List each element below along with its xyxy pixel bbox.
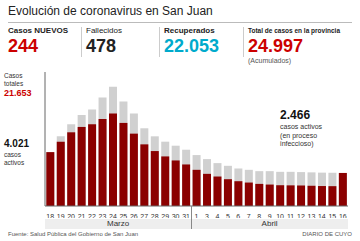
svg-text:14: 14 bbox=[318, 213, 326, 218]
svg-text:9: 9 bbox=[268, 213, 272, 218]
svg-text:3: 3 bbox=[205, 213, 209, 218]
svg-text:30: 30 bbox=[172, 213, 180, 218]
svg-text:25: 25 bbox=[119, 213, 127, 218]
html-text:Casos: Casos bbox=[4, 72, 23, 79]
html-text:Fallecidos: Fallecidos bbox=[86, 26, 122, 35]
svg-text:6: 6 bbox=[236, 213, 240, 218]
svg-text:10: 10 bbox=[276, 213, 284, 218]
html-text:Fuente: Salud Pública del Gobi: Fuente: Salud Pública del Gobierno de Sa… bbox=[8, 231, 139, 237]
svg-text:19: 19 bbox=[57, 213, 65, 218]
svg-text:22: 22 bbox=[88, 213, 96, 218]
html-text:21.653: 21.653 bbox=[4, 88, 32, 98]
html-text:DIARIO DE CUYO: DIARIO DE CUYO bbox=[302, 231, 352, 237]
html-text:Casos NUEVOS: Casos NUEVOS bbox=[8, 26, 68, 35]
svg-text:16: 16 bbox=[339, 213, 347, 218]
html-text:22.053: 22.053 bbox=[164, 36, 220, 56]
html-text:244: 244 bbox=[8, 36, 38, 56]
html-text:Abril: Abril bbox=[261, 219, 278, 228]
html-text:casos activos: casos activos bbox=[280, 123, 323, 130]
svg-text:13: 13 bbox=[308, 213, 316, 218]
svg-text:8: 8 bbox=[257, 213, 261, 218]
html-text:totales: totales bbox=[4, 79, 24, 87]
html-text:activos: activos bbox=[4, 158, 25, 166]
svg-text:27: 27 bbox=[140, 213, 148, 218]
svg-text:31: 31 bbox=[182, 213, 190, 218]
svg-text:28: 28 bbox=[151, 213, 159, 218]
html-text:4.021: 4.021 bbox=[4, 138, 29, 149]
html-text:casos: casos bbox=[4, 151, 21, 158]
html-text:Marzo: Marzo bbox=[107, 219, 130, 228]
svg-text:12: 12 bbox=[297, 213, 305, 218]
svg-text:11: 11 bbox=[287, 213, 294, 218]
html-text:2.466: 2.466 bbox=[280, 108, 311, 122]
svg-text:1: 1 bbox=[195, 213, 199, 218]
svg-text:21: 21 bbox=[78, 213, 86, 218]
svg-text:4: 4 bbox=[215, 213, 219, 218]
html-text:Total de casos en la provincia: Total de casos en la provincia bbox=[248, 27, 340, 34]
svg-text:18: 18 bbox=[46, 213, 54, 218]
svg-text:7: 7 bbox=[247, 213, 251, 218]
html-text:Recuperados: Recuperados bbox=[164, 26, 215, 35]
svg-text:29: 29 bbox=[161, 213, 169, 218]
svg-text:23: 23 bbox=[99, 213, 107, 218]
svg-text:24: 24 bbox=[109, 213, 117, 218]
svg-text:5: 5 bbox=[226, 213, 230, 218]
html-text:infeccioso): infeccioso) bbox=[280, 140, 314, 147]
html-text:24.997: 24.997 bbox=[248, 36, 304, 56]
html-text:478: 478 bbox=[86, 36, 116, 56]
html-text:Evolución de coronavirus en Sa: Evolución de coronavirus en San Juan bbox=[8, 4, 213, 18]
html-text:(Acumulados): (Acumulados) bbox=[248, 57, 292, 64]
html-text:(en proceso: (en proceso bbox=[280, 131, 317, 139]
svg-text:20: 20 bbox=[67, 213, 75, 218]
svg-text:26: 26 bbox=[130, 213, 138, 218]
svg-text:15: 15 bbox=[328, 213, 336, 218]
